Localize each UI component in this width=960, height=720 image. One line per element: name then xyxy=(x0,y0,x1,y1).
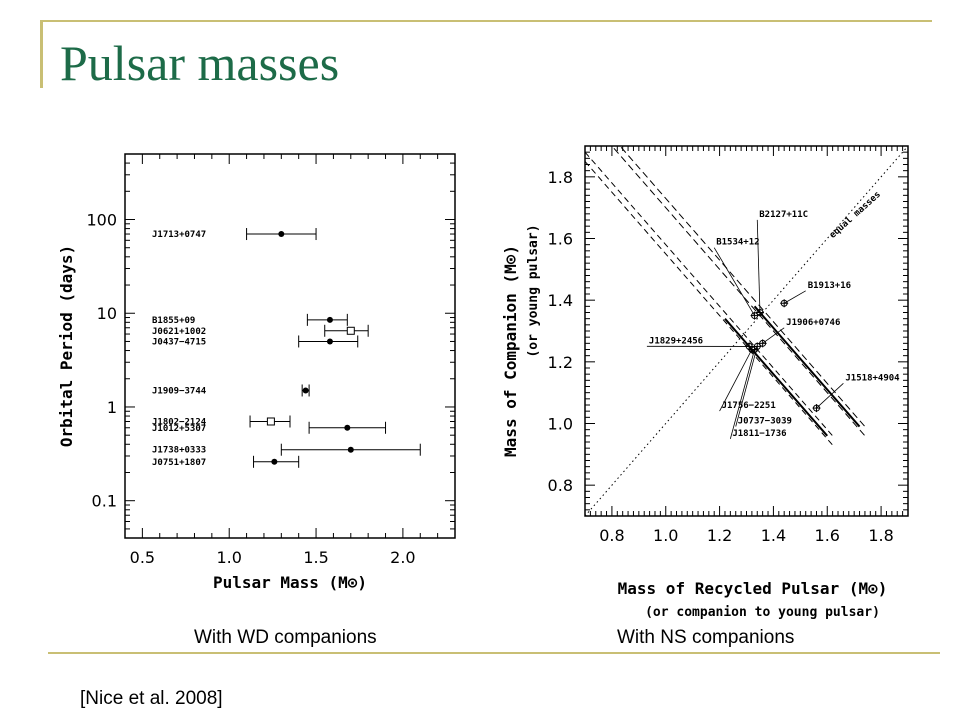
x-tick-label: 1.0 xyxy=(653,526,678,545)
data-point xyxy=(278,231,285,238)
citation: [Nice et al. 2008] xyxy=(80,688,223,709)
pulsar-label: B1855+09 xyxy=(152,316,195,326)
label-leader xyxy=(713,247,755,316)
x-tick-label: 0.8 xyxy=(599,526,624,545)
pulsar-label: B1534+12 xyxy=(716,238,759,248)
pulsar-label: J0737−3039 xyxy=(738,417,792,427)
pulsar-label: J1518+4904 xyxy=(845,373,900,383)
pulsar-label: J1713+0747 xyxy=(152,230,206,240)
pulsar-label: J1906+0746 xyxy=(786,318,840,328)
label-leader xyxy=(762,327,785,344)
pulsar-label: B1913+16 xyxy=(808,281,851,291)
y-tick-label: 0.1 xyxy=(92,492,117,511)
x-tick-label: 1.8 xyxy=(868,526,893,545)
total-mass-line xyxy=(611,146,866,437)
pulsar-label: J1738+0333 xyxy=(152,446,206,456)
label-leader xyxy=(735,346,758,427)
label-leader xyxy=(783,290,806,304)
y-tick-label: 1.4 xyxy=(548,291,573,310)
x-tick-label: 1.5 xyxy=(303,548,328,567)
total-mass-line-solid xyxy=(724,318,829,437)
x-tick-label: 2.0 xyxy=(390,548,415,567)
slide-title: Pulsar masses xyxy=(60,35,340,91)
x-tick-label: 1.6 xyxy=(815,526,840,545)
x-tick-label: 1.0 xyxy=(216,548,241,567)
y-tick-label: 1.2 xyxy=(548,353,573,372)
pulsar-label: J1909−3744 xyxy=(152,386,207,396)
equal-masses-label: equal masses xyxy=(828,190,883,241)
y-tick-label: 0.8 xyxy=(548,476,573,495)
plot-frame xyxy=(124,153,456,539)
data-point xyxy=(344,424,351,431)
pulsar-label: J1012+5307 xyxy=(152,424,206,434)
pulsar-label: J1829+2456 xyxy=(649,336,703,346)
x-axis-title: Mass of Recycled Pulsar (M⊙) xyxy=(618,579,888,598)
plot-frame xyxy=(584,145,909,517)
data-point xyxy=(302,387,309,394)
x-tick-label: 0.5 xyxy=(130,548,155,567)
pulsar-label: J1756−2251 xyxy=(722,401,776,411)
caption-ns-companions: With NS companions xyxy=(617,627,795,648)
pulsar-label: J1802−2124 xyxy=(152,417,207,427)
x-axis-title: Pulsar Mass (M⊙) xyxy=(213,573,367,592)
y-tick-label: 1.0 xyxy=(548,415,573,434)
y-tick-label: 1.8 xyxy=(548,168,573,187)
y-axis-title: Orbital Period (days) xyxy=(57,245,76,447)
title-rule-top xyxy=(40,20,932,22)
label-leader xyxy=(816,383,844,409)
label-leader xyxy=(756,219,761,313)
caption-wd-companions: With WD companions xyxy=(194,627,377,648)
y-tick-label: 100 xyxy=(86,211,117,230)
pulsar-label: B2127+11C xyxy=(759,210,808,220)
x-tick-label: 1.4 xyxy=(761,526,786,545)
data-point xyxy=(347,446,354,453)
title-rule-vertical xyxy=(40,20,43,88)
total-mass-line xyxy=(585,161,834,446)
x-axis-subtitle: (or companion to young pulsar) xyxy=(645,605,880,620)
caption-rule xyxy=(48,652,940,654)
x-tick-label: 1.2 xyxy=(707,526,732,545)
data-point-open xyxy=(346,326,355,335)
y-tick-label: 1 xyxy=(107,398,117,417)
pulsar-label: J0751+1807 xyxy=(152,458,206,468)
pulsar-label: J0621+1002 xyxy=(152,327,206,337)
pulsar-label: J1811−1736 xyxy=(732,429,786,439)
label-leader xyxy=(729,349,755,439)
y-tick-label: 10 xyxy=(97,304,117,323)
total-mass-line xyxy=(585,151,834,437)
data-point xyxy=(326,316,333,323)
data-point xyxy=(326,338,333,345)
wd-companions-chart: 0.5 1.0 1.5 2.0 100 10 1 0.1 Pulsar Mass (M⊙) Orb… xyxy=(57,153,456,592)
data-point xyxy=(271,458,278,465)
y-axis-title: Mass of Companion (M⊙) xyxy=(501,245,520,457)
y-tick-label: 1.6 xyxy=(548,230,573,249)
equal-masses-line xyxy=(585,146,908,516)
ns-companions-chart: 0.8 1.0 1.2 1.4 1.6 1.8 0.8 1.0 1.2 1.4 1.6 1.8 Mass… xyxy=(501,145,909,620)
data-point-open xyxy=(266,417,275,426)
y-axis-subtitle: (or young pulsar) xyxy=(526,224,541,357)
label-leader xyxy=(719,349,753,412)
total-mass-line-solid xyxy=(753,305,861,428)
pulsar-label: J0437−4715 xyxy=(152,337,206,347)
